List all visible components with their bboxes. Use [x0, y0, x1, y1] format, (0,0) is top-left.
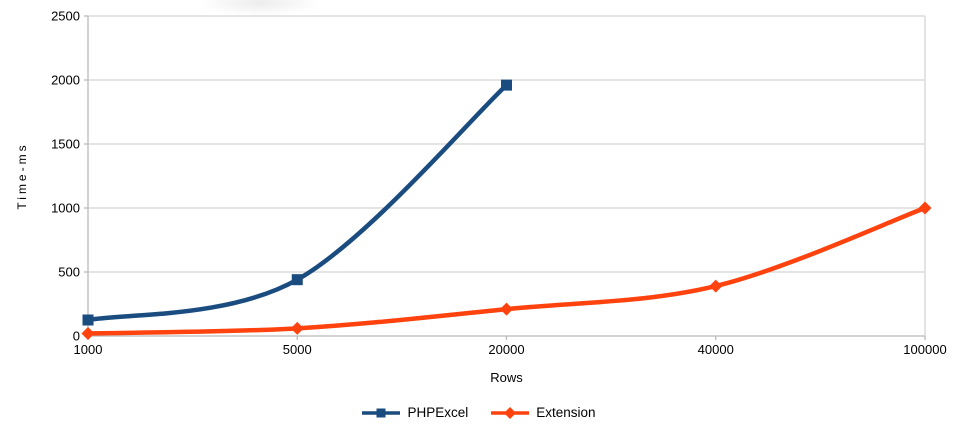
x-tick-label-20000: 20000 [488, 342, 524, 357]
y-tick-label-2500: 2500 [51, 9, 80, 24]
y-tick-label-1500: 1500 [51, 137, 80, 152]
legend-label-phpexcel: PHPExcel [407, 405, 469, 420]
data-point-phpexcel-1000 [82, 314, 94, 326]
legend-item-phpexcel: PHPExcel [361, 405, 468, 420]
legend-diamond-marker-icon [491, 406, 530, 419]
series-line-phpexcel [85, 82, 509, 323]
y-tick-label-500: 500 [58, 265, 80, 280]
data-point-extension-5000 [290, 321, 304, 335]
data-point-extension-20000 [500, 302, 513, 316]
legend-label-extension: Extension [536, 405, 596, 420]
y-tick-label-0: 0 [73, 329, 80, 344]
x-tick-label-5000: 5000 [283, 342, 312, 357]
data-point-extension-100000 [918, 201, 932, 215]
y-tick-label-1000: 1000 [51, 201, 80, 216]
x-tick-label-40000: 40000 [698, 342, 734, 357]
artifact-smudge [198, 0, 322, 16]
y-axis-title: Time-ms [15, 142, 29, 210]
y-tick-label-2000: 2000 [51, 73, 80, 88]
x-tick-label-1000: 1000 [74, 342, 103, 357]
x-axis-title: Rows [490, 370, 523, 385]
data-point-phpexcel-20000 [501, 79, 512, 91]
data-point-extension-40000 [709, 279, 723, 293]
data-point-extension-1000 [81, 326, 95, 340]
data-point-phpexcel-5000 [291, 274, 303, 286]
chart-legend: PHPExcel Extension [0, 405, 957, 420]
x-tick-label-100000: 100000 [903, 342, 946, 357]
legend-item-extension: Extension [490, 405, 596, 420]
legend-square-marker-icon [362, 408, 401, 417]
